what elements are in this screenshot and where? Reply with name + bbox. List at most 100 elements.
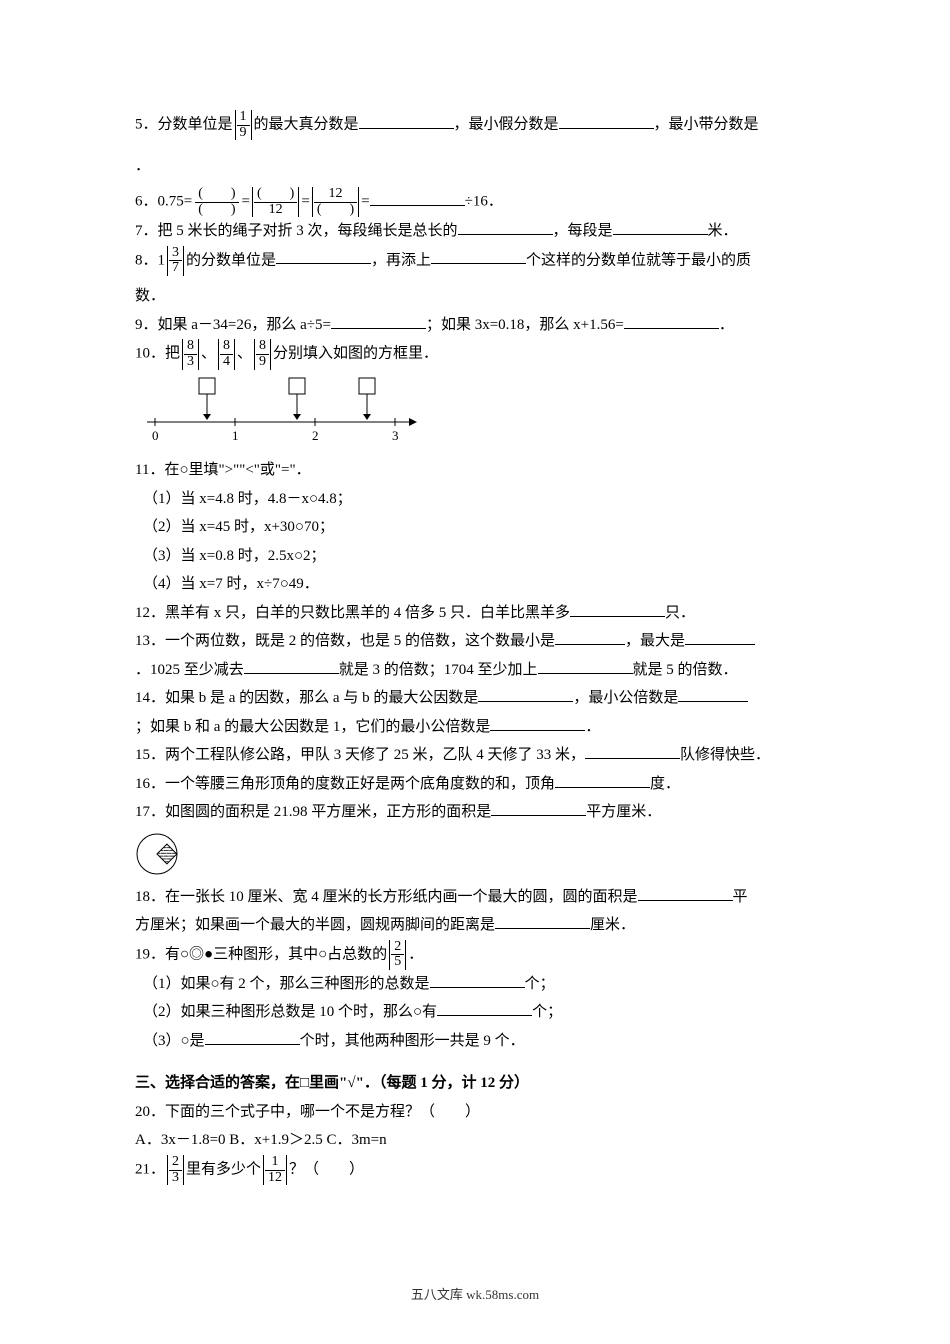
q19-b-text: （2）如果三种图形总数是 10 个时，那么○有 (143, 1004, 437, 1020)
q6-frac2: ( )12 (252, 187, 299, 217)
question-8b: 数． (135, 282, 815, 311)
svg-text:0: 0 (152, 428, 159, 443)
question-10: 10．把83、84、89分别填入如图的方框里． (135, 339, 815, 369)
q5-blank2[interactable] (559, 113, 654, 129)
question-8: 8．137的分数单位是，再添上个这样的分数单位就等于最小的质 (135, 246, 815, 276)
q6-blank[interactable] (370, 190, 465, 206)
q14-l2b: ． (585, 719, 600, 735)
q8-mid1: 的分数单位是 (186, 252, 276, 268)
q13-blank4[interactable] (538, 658, 633, 674)
question-6: 6．0.75=( )( )=( )12=12( )=÷16． (135, 187, 815, 217)
q17-blank[interactable] (491, 800, 586, 816)
q14-blank1[interactable] (478, 686, 573, 702)
q8-blank2[interactable] (431, 248, 526, 264)
q19-a-suf: 个； (525, 976, 555, 992)
q11-d: （4）当 x=7 时，x÷7○49． (143, 570, 815, 599)
q10-pre: 10．把 (135, 346, 180, 362)
q13-blank2[interactable] (685, 629, 755, 645)
svg-text:2: 2 (312, 428, 319, 443)
q8-pre: 8．1 (135, 252, 165, 268)
q17-pre: 17．如图圆的面积是 21.98 平方厘米，正方形的面积是 (135, 804, 491, 820)
q10-sep2: 、 (237, 346, 252, 362)
question-21: 21．23里有多少个112？（ ） (135, 1155, 815, 1185)
question-15: 15．两个工程队修公路，甲队 3 天修了 25 米，乙队 4 天修了 33 米，… (135, 741, 815, 770)
question-14b: ；如果 b 和 a 的最大公因数是 1，它们的最小公倍数是 ． (135, 713, 815, 742)
q13-pre: 13．一个两位数，既是 2 的倍数，也是 5 的倍数，这个数最小是 (135, 633, 555, 649)
question-7: 7．把 5 米长的绳子对折 3 次，每段绳长是总长的，每段是米． (135, 217, 815, 246)
section-3-heading: 三、选择合适的答案，在□里画"√"．（每题 1 分，计 12 分） (135, 1069, 815, 1098)
question-17: 17．如图圆的面积是 21.98 平方厘米，正方形的面积是 平方厘米． (135, 798, 815, 827)
q14-blank2[interactable] (678, 686, 748, 702)
q6-eq1: = (242, 194, 250, 210)
q13-l2c: 就是 5 的倍数． (633, 662, 738, 678)
q8-frac: 37 (167, 246, 184, 276)
q18-blank1[interactable] (638, 885, 733, 901)
q19-suffix: ． (408, 946, 423, 962)
q8-line2: 数． (135, 288, 165, 304)
q19-pre: 19．有○◎●三种图形，其中○占总数的 (135, 946, 387, 962)
q13-blank1[interactable] (555, 629, 625, 645)
question-9: 9．如果 a－34=26，那么 a÷5=；如果 3x=0.18，那么 x+1.5… (135, 311, 815, 340)
q16-blank[interactable] (555, 772, 650, 788)
q9-blank2[interactable] (624, 313, 719, 329)
q13-blank3[interactable] (244, 658, 339, 674)
question-14: 14．如果 b 是 a 的因数，那么 a 与 b 的最大公因数是 ，最小公倍数是 (135, 684, 815, 713)
q19-c-text: （3）○是 (143, 1033, 205, 1049)
q5-pre: 5．分数单位是 (135, 117, 233, 133)
question-5b: ． (135, 152, 815, 181)
q11-head: 11．在○里填">""<"或"="． (135, 456, 815, 485)
q21-f1: 23 (167, 1155, 184, 1185)
question-16: 16．一个等腰三角形顶角的度数正好是两个底角度数的和，顶角度． (135, 770, 815, 799)
q14-l2a: ；如果 b 和 a 的最大公因数是 1，它们的最小公倍数是 (135, 719, 490, 735)
q9-blank1[interactable] (331, 313, 426, 329)
q12-pre: 12．黑羊有 x 只，白羊的只数比黑羊的 4 倍多 5 只．白羊比黑羊多 (135, 605, 570, 621)
q15-pre: 15．两个工程队修公路，甲队 3 天修了 25 米，乙队 4 天修了 33 米， (135, 747, 585, 763)
q19-b: （2）如果三种图形总数是 10 个时，那么○有个； (143, 998, 815, 1027)
q14-blank3[interactable] (490, 715, 585, 731)
q7-mid: ，每段是 (553, 223, 613, 239)
q5-mid1: 的最大真分数是 (254, 117, 359, 133)
q6-pre: 6．0.75= (135, 194, 192, 210)
q5-blank1[interactable] (359, 113, 454, 129)
q10-numberline: 0 1 2 3 (141, 374, 815, 455)
q17-figure (135, 827, 815, 883)
q6-frac1: ( )( ) (194, 187, 239, 217)
question-18: 18．在一张长 10 厘米、宽 4 厘米的长方形纸内画一个最大的圆，圆的面积是平 (135, 883, 815, 912)
q9-mid: ；如果 3x=0.18，那么 x+1.56= (426, 317, 624, 333)
q5-mid3: ，最小带分数是 (654, 117, 759, 133)
q6-frac3: 12( ) (312, 187, 359, 217)
q11-c: （3）当 x=0.8 时，2.5x○2； (143, 542, 815, 571)
q15-suffix: 队修得快些． (680, 747, 770, 763)
q9-end: ． (719, 317, 734, 333)
q6-eq3: = (361, 194, 369, 210)
q19-c-blank[interactable] (205, 1029, 300, 1045)
svg-text:3: 3 (392, 428, 399, 443)
q18-l2a: 方厘米；如果画一个最大的半圆，圆规两脚间的距离是 (135, 917, 495, 933)
q14-mid: ，最小公倍数是 (573, 690, 678, 706)
q20-choices[interactable]: A．3x－1.8=0 B．x+1.9＞2.5 C．3m=n (135, 1126, 815, 1155)
q11-b: （2）当 x=45 时，x+30○70； (143, 513, 815, 542)
q7-blank2[interactable] (613, 219, 708, 235)
q13-l2a: ．1025 至少减去 (135, 662, 244, 678)
q14-pre: 14．如果 b 是 a 的因数，那么 a 与 b 的最大公因数是 (135, 690, 478, 706)
q17-suffix: 平方厘米． (586, 804, 661, 820)
q8-blank1[interactable] (276, 248, 371, 264)
question-20: 20．下面的三个式子中，哪一个不是方程？（ ） A．3x－1.8=0 B．x+1… (135, 1098, 815, 1155)
q19-a-blank[interactable] (430, 972, 525, 988)
q5-end: ． (135, 158, 150, 174)
q11-a: （1）当 x=4.8 时，4.8－x○4.8； (143, 485, 815, 514)
q12-blank[interactable] (570, 601, 665, 617)
q15-blank[interactable] (585, 743, 680, 759)
q19-b-blank[interactable] (437, 1000, 532, 1016)
q10-sep1: 、 (201, 346, 216, 362)
q13-l2b: 就是 3 的倍数；1704 至少加上 (339, 662, 538, 678)
q19-a: （1）如果○有 2 个，那么三种图形的总数是个； (143, 970, 815, 999)
q20-head: 20．下面的三个式子中，哪一个不是方程？（ ） (135, 1098, 815, 1127)
q7-blank1[interactable] (458, 219, 553, 235)
q6-suffix: ÷16． (465, 194, 503, 210)
q19-c-suf: 个时，其他两种图形一共是 9 个． (300, 1033, 525, 1049)
q18-blank2[interactable] (495, 913, 590, 929)
q21-pre: 21． (135, 1162, 165, 1178)
q5-frac: 19 (235, 110, 252, 140)
page: 5．分数单位是19的最大真分数是，最小假分数是，最小带分数是 ． 6．0.75=… (0, 0, 950, 1344)
